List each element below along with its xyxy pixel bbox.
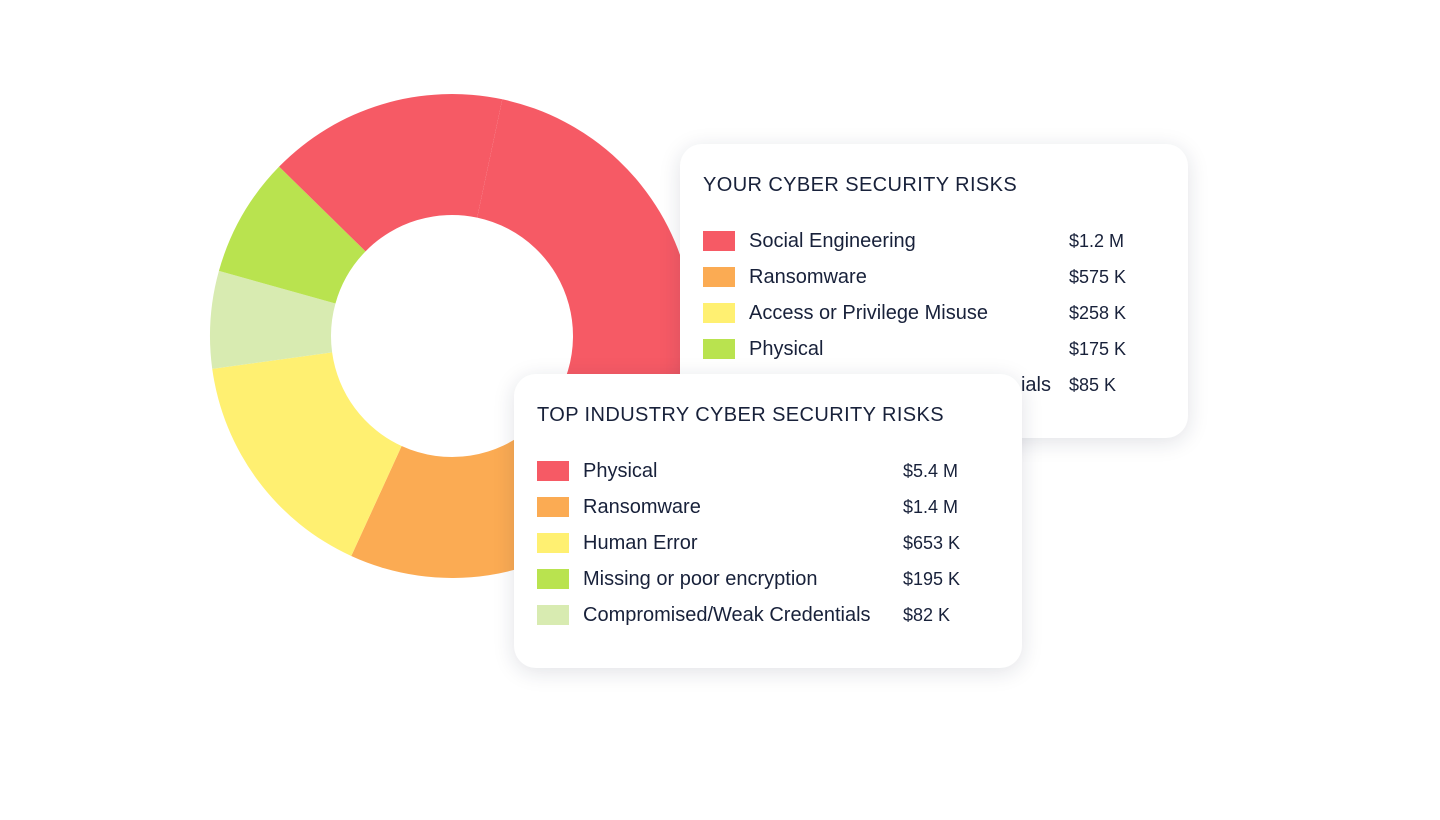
your-risks-card: YOUR CYBER SECURITY RISKS Social Enginee… — [680, 144, 1188, 438]
risk-value: $85 K — [1069, 374, 1117, 395]
risk-value: $1.2 M — [1069, 230, 1125, 251]
risk-label: Ransomware — [749, 265, 867, 288]
risk-value: $653 K — [903, 532, 961, 553]
risk-label: Physical — [583, 459, 658, 482]
risk-value: $575 K — [1069, 266, 1127, 287]
donut-slice-5 — [218, 166, 366, 304]
legend-swatch — [537, 461, 569, 481]
donut-slice-6 — [279, 93, 503, 252]
risk-label: Physical — [749, 337, 824, 360]
risk-value: $195 K — [903, 568, 961, 589]
your-risk-row: Ransomware $575 K — [703, 259, 1164, 295]
legend-swatch — [703, 267, 735, 287]
risk-value: $258 K — [1069, 302, 1127, 323]
legend-swatch — [537, 569, 569, 589]
your-risk-row: Physical $175 K — [703, 331, 1164, 367]
industry-risk-row: Missing or poor encryption $195 K — [537, 561, 998, 597]
industry-risks-card: TOP INDUSTRY CYBER SECURITY RISKS Physic… — [514, 374, 1022, 668]
industry-risks-list: Physical $5.4 M Ransomware $1.4 M Human … — [537, 453, 998, 633]
legend-swatch — [703, 339, 735, 359]
risk-label: Social Engineering — [749, 229, 916, 252]
risk-label: Compromised/Weak Credentials — [583, 603, 871, 626]
risk-value: $82 K — [903, 604, 951, 625]
legend-swatch — [703, 303, 735, 323]
risk-label: Access or Privilege Misuse — [749, 301, 988, 324]
your-risks-list: Social Engineering $1.2 M Ransomware $57… — [703, 223, 1164, 403]
industry-risk-row: Physical $5.4 M — [537, 453, 998, 489]
your-risks-title: YOUR CYBER SECURITY RISKS — [703, 174, 1018, 196]
risk-value: $175 K — [1069, 338, 1127, 359]
legend-swatch — [537, 497, 569, 517]
industry-risk-row: Ransomware $1.4 M — [537, 489, 998, 525]
donut-slice-4 — [210, 270, 336, 369]
industry-risk-row: Human Error $653 K — [537, 525, 998, 561]
risk-value: $5.4 M — [903, 460, 959, 481]
legend-swatch — [703, 231, 735, 251]
your-risk-row: Access or Privilege Misuse $258 K — [703, 295, 1164, 331]
your-risk-row: Social Engineering $1.2 M — [703, 223, 1164, 259]
donut-slice-3 — [212, 352, 402, 557]
industry-risk-row: Compromised/Weak Credentials $82 K — [537, 597, 998, 633]
risk-label: Missing or poor encryption — [583, 567, 818, 590]
legend-swatch — [537, 533, 569, 553]
legend-swatch — [537, 605, 569, 625]
industry-risks-title: TOP INDUSTRY CYBER SECURITY RISKS — [537, 404, 945, 426]
risk-label: Ransomware — [583, 495, 701, 518]
risk-label: ials — [1020, 373, 1051, 396]
risk-label: Human Error — [583, 531, 698, 554]
risk-value: $1.4 M — [903, 496, 959, 517]
